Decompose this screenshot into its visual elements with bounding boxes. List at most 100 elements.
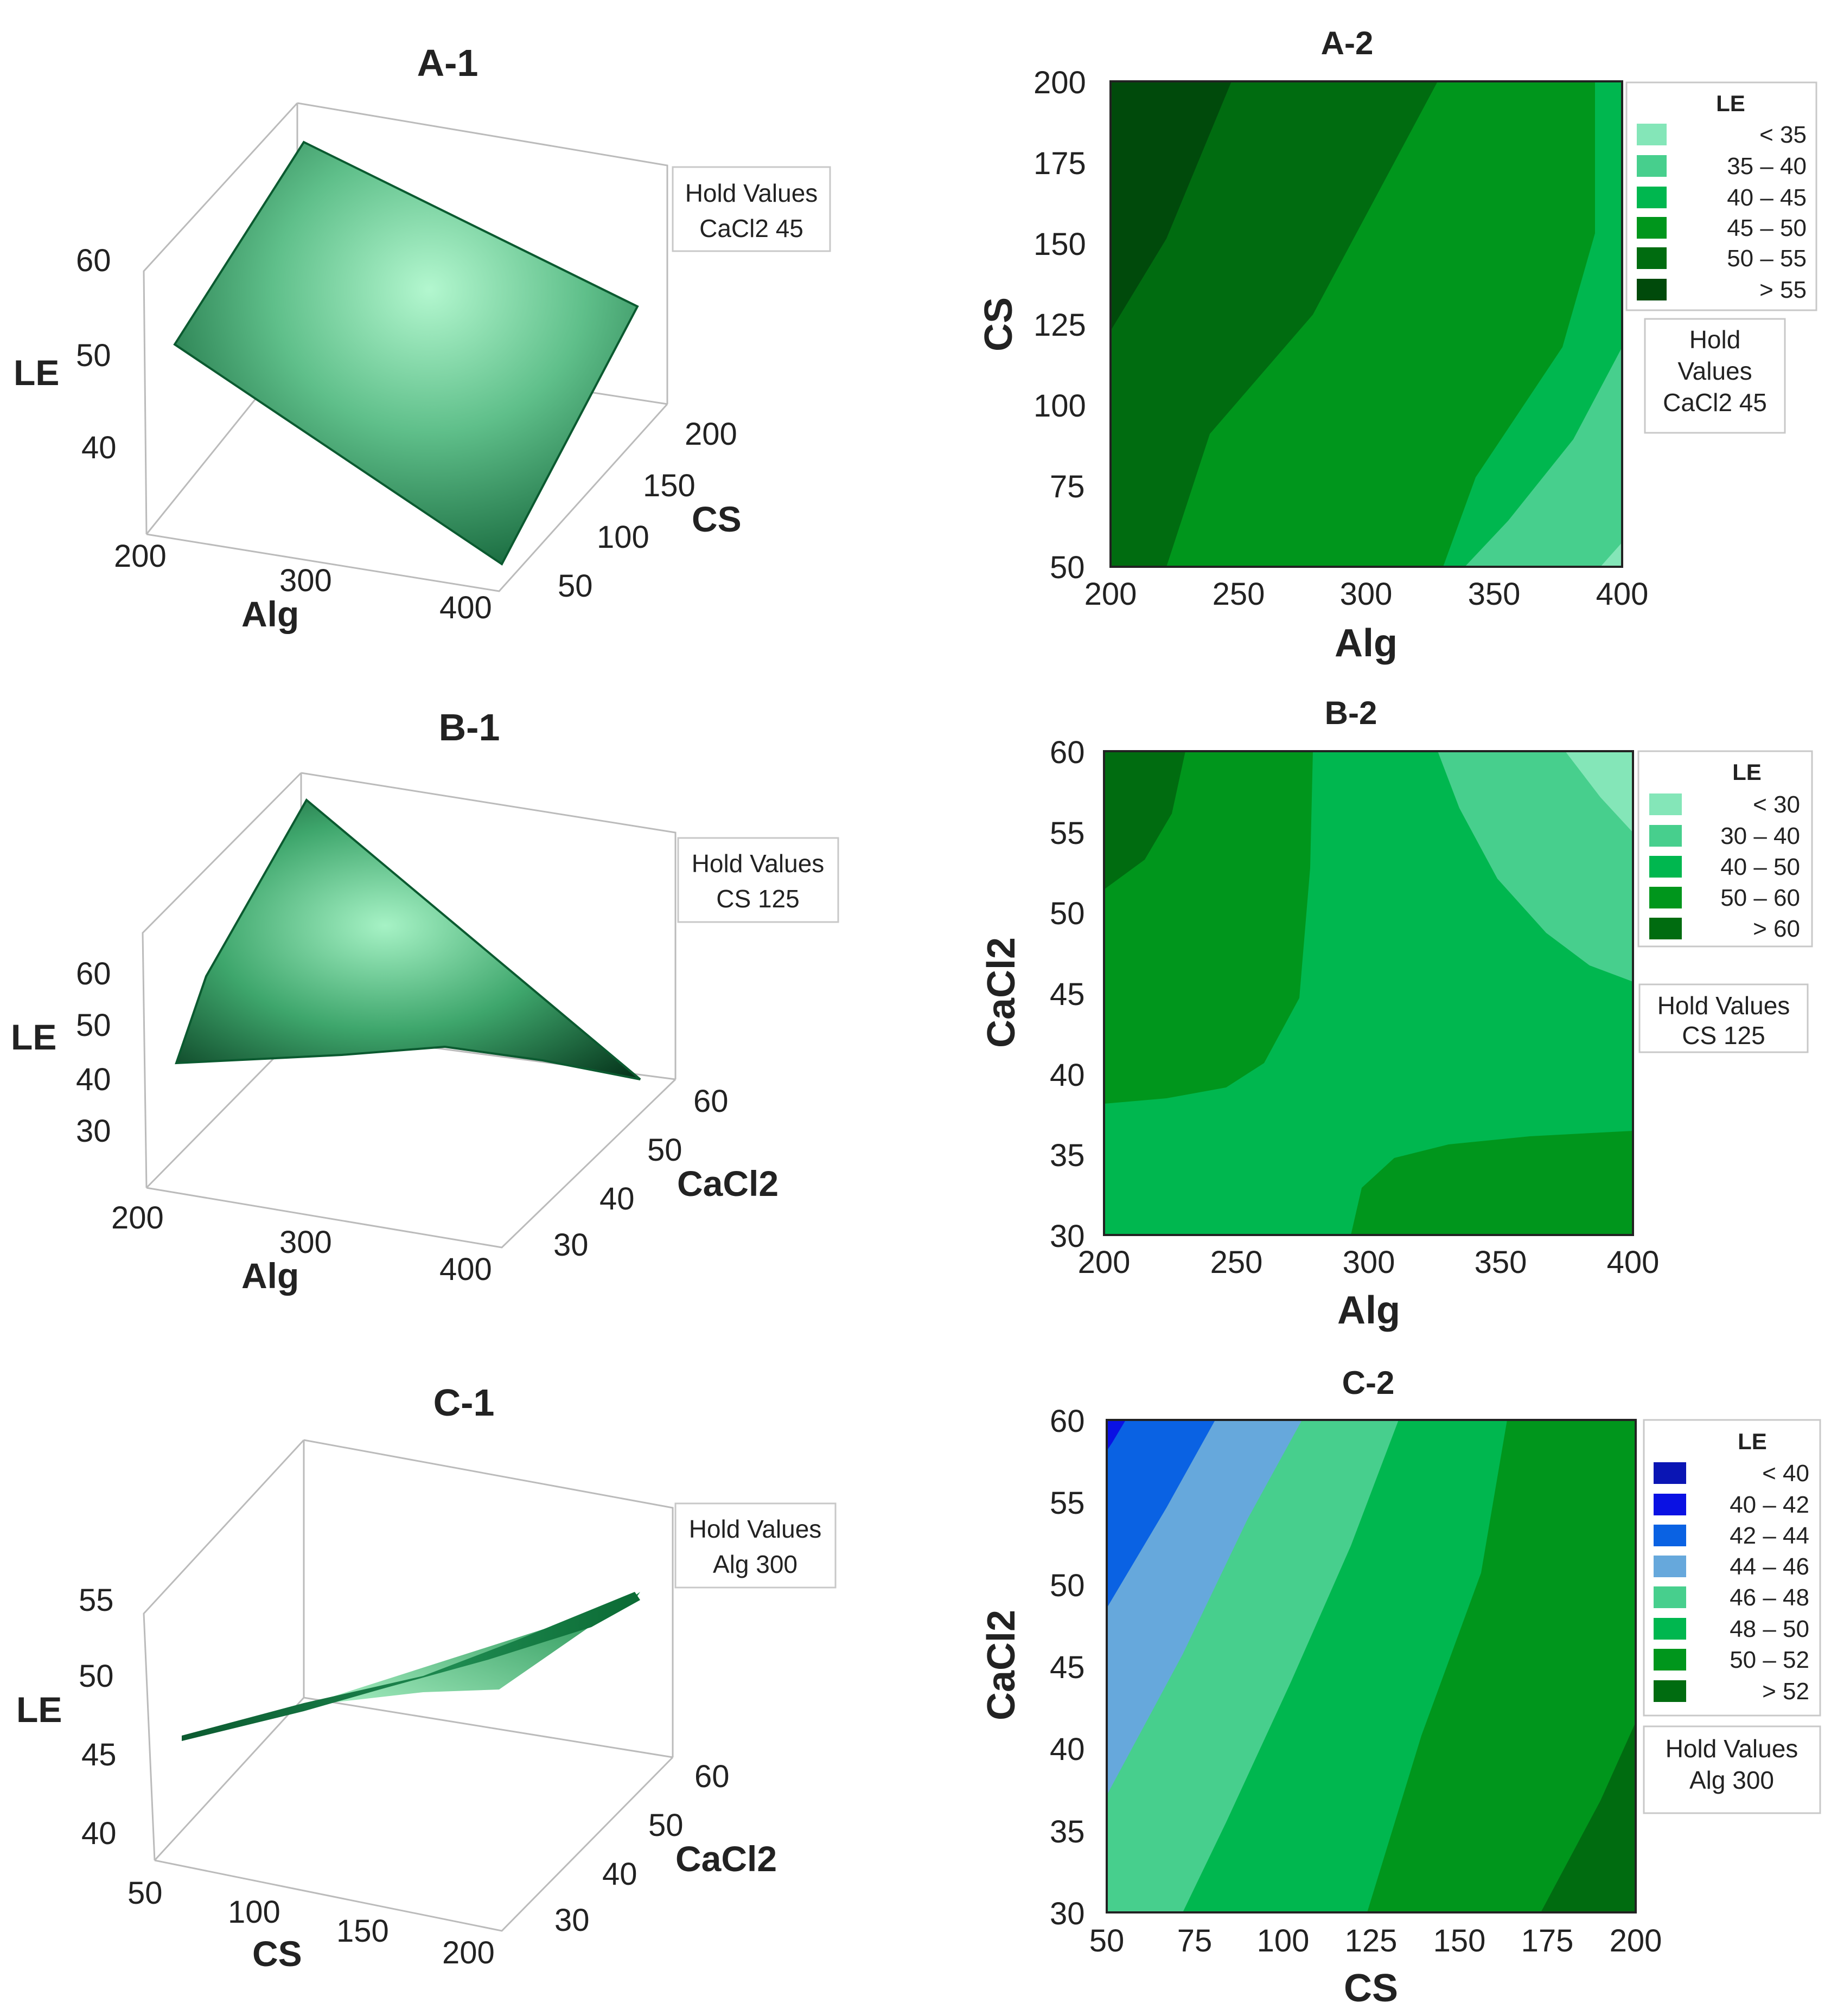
z-tick: 50: [76, 1008, 111, 1043]
legend-swatch: [1637, 187, 1667, 208]
response-surface-underside: [304, 1592, 640, 1706]
y-tick: 40: [602, 1857, 637, 1892]
contour-band: [1104, 751, 1185, 889]
legend-swatch: [1654, 1618, 1686, 1640]
legend-swatch: [1637, 217, 1667, 239]
legend-item-label: < 30: [1753, 791, 1800, 818]
hold-title: Hold Values: [689, 1515, 822, 1543]
y-tick: 35: [1050, 1138, 1085, 1173]
x-axis-label: Alg: [1335, 622, 1398, 665]
hold-title: Hold Values: [1666, 1735, 1798, 1763]
x-tick: 250: [1210, 1245, 1263, 1280]
x-tick: 150: [336, 1913, 389, 1949]
hold-line: CS 125: [1682, 1021, 1765, 1049]
z-tick: 50: [76, 338, 111, 373]
y-axis: 30 40 50 60 CaCl2: [554, 1759, 777, 1938]
contour-band: [1107, 1420, 1126, 1451]
x-tick: 75: [1177, 1923, 1213, 1959]
hold-title: Hold: [1689, 325, 1741, 354]
legend-item-label: 50 – 52: [1730, 1647, 1809, 1673]
x-tick: 50: [1089, 1923, 1125, 1959]
x-axis: 200 250 300 350 400 Alg: [1084, 577, 1649, 665]
x-tick: 200: [1610, 1923, 1662, 1959]
x-tick: 125: [1345, 1923, 1398, 1959]
hold-values-box: Hold Values CaCl2 45: [672, 166, 831, 252]
legend-item-label: 50 – 55: [1727, 245, 1807, 272]
response-surface: [175, 798, 641, 1080]
legend-item-label: 45 – 50: [1727, 215, 1807, 241]
legend: LE < 40 40 – 42 42 – 44 44 – 46 46 – 48 …: [1643, 1419, 1821, 1717]
panel-b1: B-1 60 50 40 30 LE 200 300 400 Alg 30 40…: [11, 706, 839, 1296]
legend-title: LE: [1716, 91, 1745, 116]
y-axis-label: CS: [977, 297, 1020, 351]
hold-values-box: Hold Values Alg 300: [674, 1502, 837, 1589]
legend-swatch: [1637, 155, 1667, 177]
z-tick: 40: [76, 1062, 111, 1097]
legend-item-label: 40 – 42: [1730, 1492, 1809, 1518]
hold-line: Alg 300: [1689, 1766, 1774, 1794]
panel-a1: A-1 60 50 40 LE 200 300 400 Alg 50 100 1…: [14, 42, 831, 634]
x-tick: 400: [439, 590, 492, 625]
y-tick: 150: [1033, 227, 1086, 262]
y-tick: 100: [597, 520, 649, 555]
contour-band: [1438, 751, 1633, 982]
legend: LE < 35 35 – 40 40 – 45 45 – 50 50 – 55 …: [1625, 81, 1817, 311]
legend-swatch: [1654, 1680, 1686, 1702]
legend-item-label: 50 – 60: [1720, 885, 1800, 911]
hold-line: Values: [1677, 357, 1752, 385]
hold-title: Hold Values: [692, 849, 825, 878]
y-tick: 60: [693, 1084, 729, 1119]
y-tick: 60: [1050, 1404, 1085, 1439]
z-tick: 60: [76, 243, 111, 278]
legend-item-label: 40 – 50: [1720, 854, 1800, 880]
hold-value: CS 125: [716, 885, 799, 913]
x-tick: 100: [1257, 1923, 1310, 1959]
chart-title: A-2: [1321, 25, 1374, 61]
legend-item-label: 35 – 40: [1727, 153, 1807, 180]
legend-item-label: 44 – 46: [1730, 1553, 1809, 1580]
y-tick: 40: [599, 1181, 635, 1217]
y-tick: 200: [685, 417, 737, 452]
x-tick: 175: [1521, 1923, 1574, 1959]
legend-swatch: [1654, 1556, 1686, 1577]
y-axis-label: CS: [692, 499, 742, 539]
chart-title: B-1: [439, 706, 500, 748]
hold-title: Hold Values: [1657, 991, 1790, 1020]
panel-a2: A-2 50 75 100 125 150 175 200 CS 200 250…: [977, 25, 1817, 665]
contour-plot: [1106, 1419, 1637, 1913]
x-tick: 300: [1343, 1245, 1395, 1280]
legend-title: LE: [1738, 1429, 1767, 1454]
hold-value: Alg 300: [713, 1550, 798, 1578]
x-tick: 200: [114, 539, 167, 574]
y-tick: 60: [1050, 735, 1085, 770]
y-tick: 50: [1050, 550, 1085, 585]
legend-swatch: [1637, 124, 1667, 145]
legend-title: LE: [1732, 759, 1762, 785]
x-axis: 50 75 100 125 150 175 200 CS: [1089, 1923, 1662, 2010]
y-tick: 55: [1050, 1486, 1085, 1521]
legend: LE < 30 30 – 40 40 – 50 50 – 60 > 60: [1637, 750, 1813, 948]
y-tick: 175: [1033, 146, 1086, 181]
y-tick: 55: [1050, 816, 1085, 851]
contour-plot: [1109, 80, 1623, 568]
y-tick: 75: [1050, 469, 1085, 504]
x-axis: 50 100 150 200 CS: [127, 1876, 495, 1974]
legend-swatch: [1637, 279, 1667, 300]
z-tick: 60: [76, 956, 111, 991]
contour-band: [1465, 347, 1622, 567]
legend-item-label: > 60: [1753, 916, 1800, 942]
x-axis: 200 300 400 Alg: [111, 1200, 492, 1296]
x-tick: 350: [1475, 1245, 1527, 1280]
x-tick: 200: [111, 1200, 164, 1236]
y-axis-label: CaCl2: [980, 1610, 1023, 1720]
x-tick: 250: [1213, 577, 1265, 612]
legend-item-label: < 35: [1759, 121, 1807, 148]
y-tick: 30: [1050, 1219, 1085, 1254]
hold-values-box: Hold Values Alg 300: [1643, 1725, 1821, 1814]
legend-item-label: 46 – 48: [1730, 1584, 1809, 1611]
y-tick: 200: [1033, 65, 1086, 100]
panel-c2: C-2 30 35 40 45 50 55 60 CaCl2 50 75 100…: [980, 1365, 1821, 2010]
z-tick: 55: [79, 1583, 114, 1618]
hold-values-box: Hold Values CS 125: [1638, 983, 1809, 1053]
axis-box-3d: [143, 1439, 674, 1932]
